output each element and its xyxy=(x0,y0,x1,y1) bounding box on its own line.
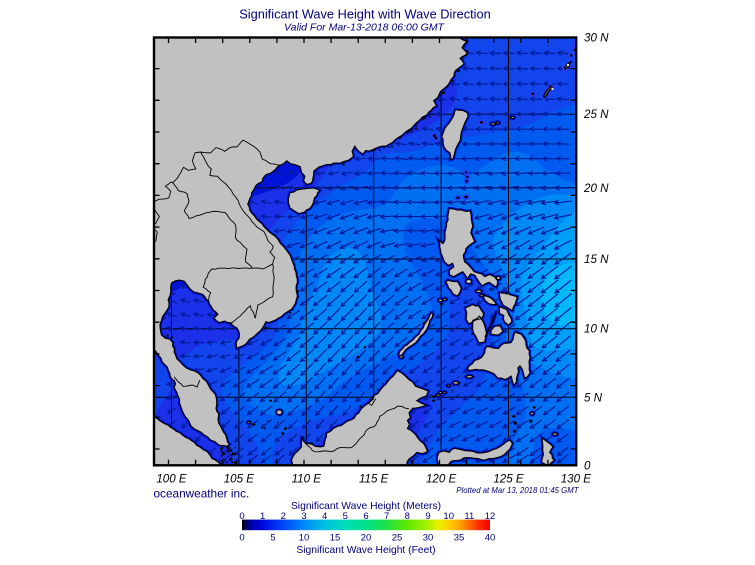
svg-text:110 E: 110 E xyxy=(292,473,322,486)
svg-text:105 E: 105 E xyxy=(224,473,255,486)
svg-text:Valid For Mar-13-2018 06:00 GM: Valid For Mar-13-2018 06:00 GMT xyxy=(284,22,445,34)
svg-text:5 N: 5 N xyxy=(584,391,603,404)
svg-text:7: 7 xyxy=(384,511,389,522)
svg-text:4: 4 xyxy=(322,511,327,522)
svg-text:115 E: 115 E xyxy=(359,473,389,486)
svg-text:5: 5 xyxy=(343,511,348,522)
svg-text:10: 10 xyxy=(443,511,454,522)
svg-text:0: 0 xyxy=(584,459,591,472)
svg-text:120 E: 120 E xyxy=(426,473,457,486)
svg-text:8: 8 xyxy=(405,511,410,522)
svg-text:12: 12 xyxy=(485,511,496,522)
svg-text:40: 40 xyxy=(485,532,496,543)
svg-text:Significant Wave Height with W: Significant Wave Height with Wave Direct… xyxy=(239,7,491,22)
svg-text:1: 1 xyxy=(260,511,265,522)
svg-text:5: 5 xyxy=(270,532,275,543)
svg-text:125 E: 125 E xyxy=(493,473,524,486)
svg-text:20: 20 xyxy=(361,532,372,543)
svg-text:130 E: 130 E xyxy=(561,473,592,486)
svg-text:oceanweather inc.: oceanweather inc. xyxy=(154,487,250,501)
svg-text:10: 10 xyxy=(299,532,310,543)
svg-text:11: 11 xyxy=(464,511,474,522)
svg-text:2: 2 xyxy=(281,511,286,522)
svg-text:30: 30 xyxy=(423,532,434,543)
svg-text:Significant Wave Height (Feet): Significant Wave Height (Feet) xyxy=(296,545,435,556)
svg-text:100 E: 100 E xyxy=(156,473,187,486)
svg-text:0: 0 xyxy=(239,511,244,522)
svg-text:Significant Wave Height (Meter: Significant Wave Height (Meters) xyxy=(291,501,441,512)
svg-text:30 N: 30 N xyxy=(584,32,609,45)
svg-text:6: 6 xyxy=(363,511,368,522)
svg-text:25 N: 25 N xyxy=(583,108,609,121)
svg-text:25: 25 xyxy=(392,532,403,543)
svg-text:10 N: 10 N xyxy=(584,323,609,336)
svg-text:15 N: 15 N xyxy=(584,253,609,266)
svg-text:15: 15 xyxy=(330,532,341,543)
svg-text:Plotted at Mar 13, 2018 01:45: Plotted at Mar 13, 2018 01:45 GMT xyxy=(456,486,579,495)
svg-text:3: 3 xyxy=(301,511,306,522)
svg-text:0: 0 xyxy=(239,532,244,543)
svg-text:35: 35 xyxy=(454,532,465,543)
svg-text:20 N: 20 N xyxy=(583,182,609,195)
svg-text:9: 9 xyxy=(425,511,430,522)
